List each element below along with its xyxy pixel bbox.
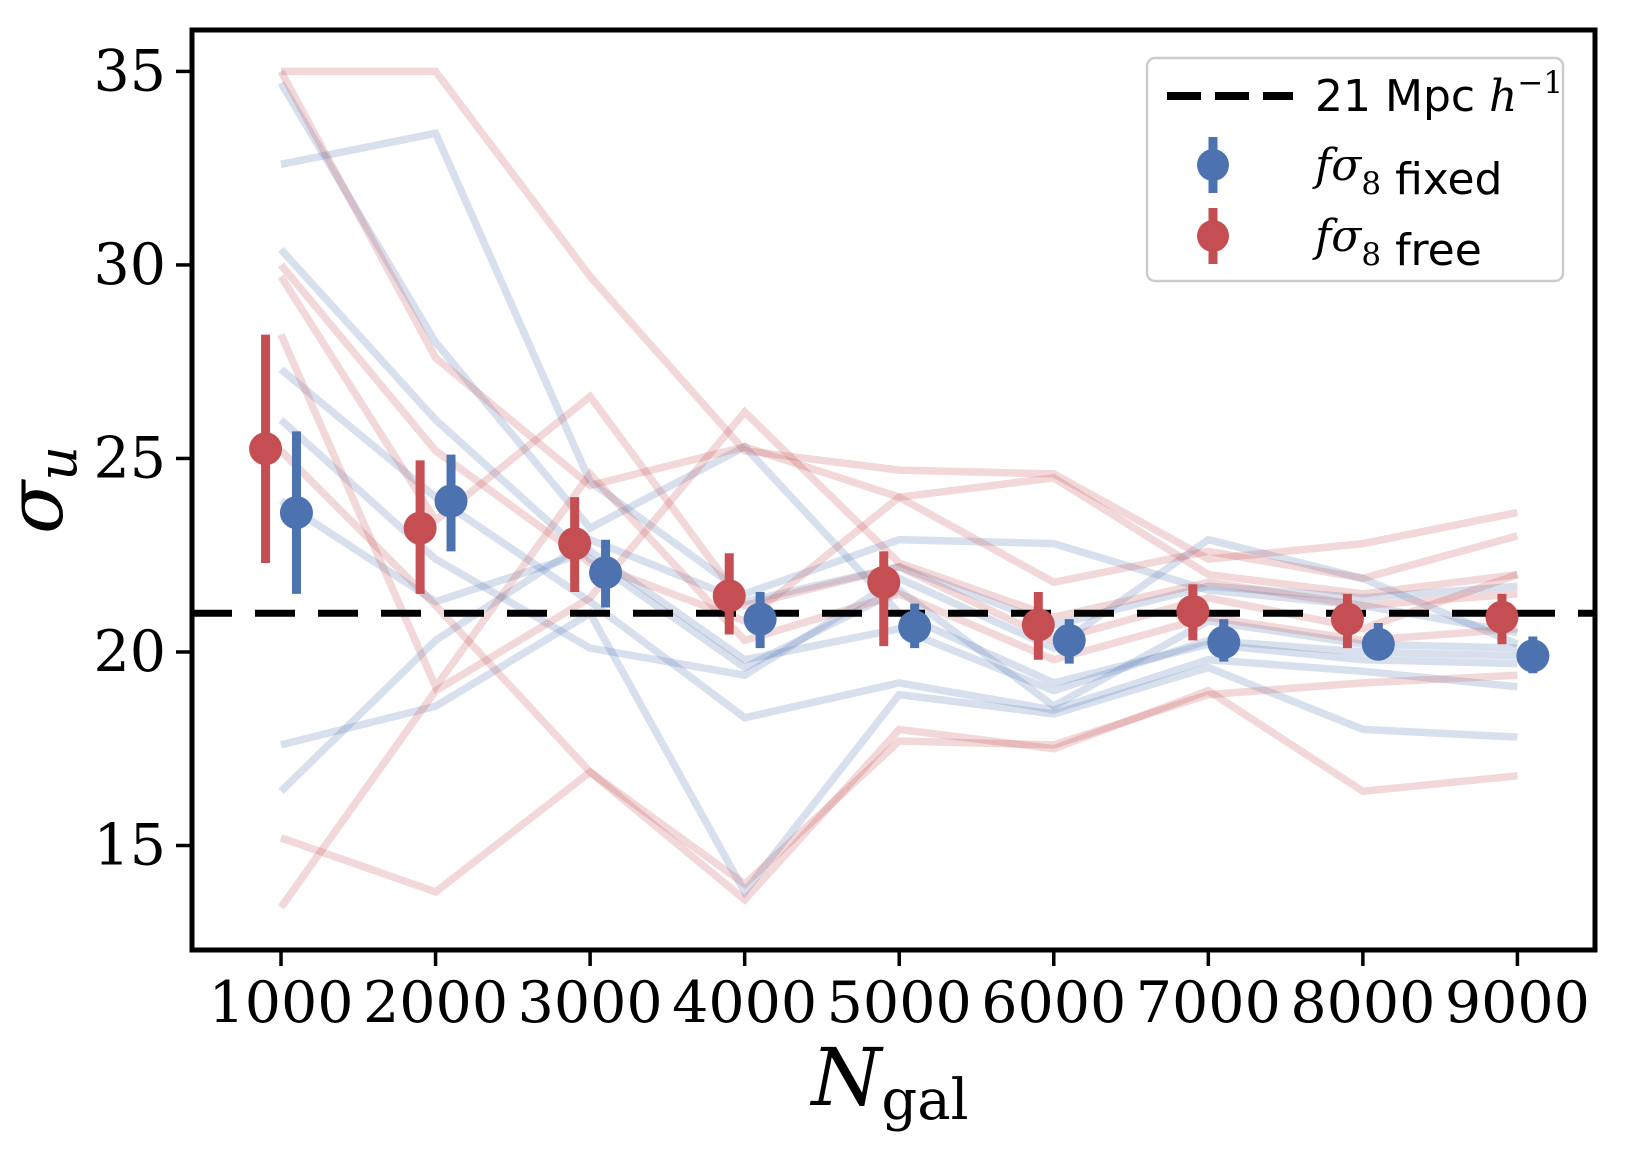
red-realization-line [281,67,1519,563]
data-point [712,579,746,613]
series-fs8-free [249,334,1519,660]
data-point [589,556,623,590]
data-point [1021,608,1055,642]
data-point [1330,602,1364,636]
data-point [743,602,777,636]
blue-realization-line [280,129,1519,637]
x-tick-label: 3000 [518,970,663,1036]
data-point [1485,600,1519,634]
red-realization-line [279,686,1518,905]
legend-label: fσ8 fixed [1312,140,1502,205]
legend-marker-sample [1197,149,1229,181]
series-fs8-fixed [279,431,1550,674]
blue-realization-line [280,608,1518,899]
blue-realization-line [278,246,1518,711]
red-realization-line [277,69,1519,587]
data-point [249,432,283,466]
x-tick-label: 7000 [1136,970,1281,1036]
data-point [434,484,468,518]
axis-ticks: 1000 2000 3000 4000 5000 6000 7000 8000 9000 15 20… [93,38,1589,1036]
x-tick-label: 8000 [1290,970,1435,1036]
data-point [1207,625,1241,659]
x-tick-label: 9000 [1445,970,1590,1036]
blue-realization-line [278,366,1518,722]
red-realization-line [277,333,1518,695]
data-point [279,496,313,530]
data-point [1361,627,1395,661]
legend-label: fσ8 free [1312,211,1482,276]
y-tick-label: 35 [93,38,166,104]
data-point [867,565,901,599]
legend-label: 21 Mpc h−1 [1315,65,1563,122]
x-tick-label: 2000 [363,970,508,1036]
x-tick-label: 1000 [208,970,353,1036]
axes-frame [189,27,1598,953]
y-tick-label: 15 [93,812,166,878]
realization-lines [277,67,1519,910]
y-tick-label: 25 [93,425,166,491]
red-realization-line [278,448,1518,890]
y-tick-label: 30 [93,232,166,298]
legend-box [1145,56,1565,283]
red-realization-line [277,406,1518,910]
red-realization-line [277,274,1519,645]
red-realization-line [278,262,1518,626]
data-point [1052,623,1086,657]
legend-marker-sample [1197,220,1229,252]
data-point [1176,594,1210,628]
x-axis-label: Ngal [809,1031,968,1133]
data-point [898,610,932,644]
x-tick-label: 5000 [827,970,972,1036]
blue-realization-line [278,535,1518,794]
x-tick-label: 4000 [672,970,817,1036]
data-point [558,527,592,561]
y-tick-label: 20 [93,619,166,685]
data-point [1516,639,1550,673]
x-tick-label: 6000 [981,970,1126,1036]
y-axis-label: σu [0,446,89,534]
data-point [403,511,437,545]
